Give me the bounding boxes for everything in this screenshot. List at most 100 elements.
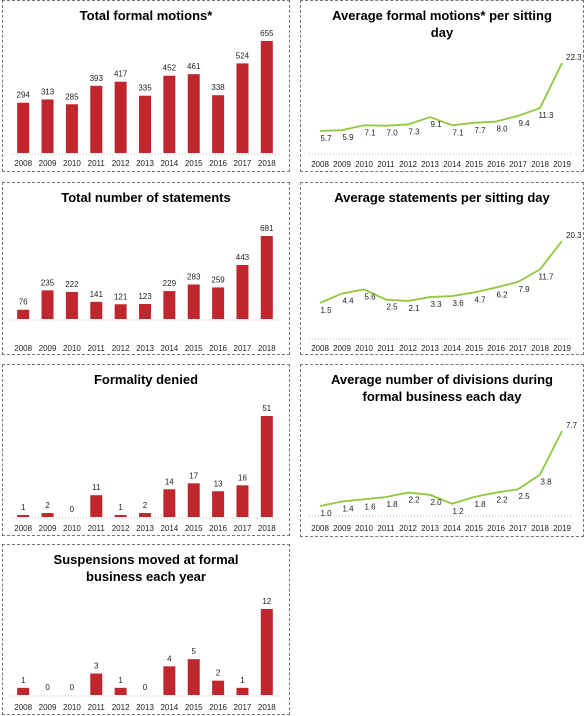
data-label: 4.4 [342,296,354,305]
x-tick-label: 2018 [258,159,276,168]
x-tick-label: 2014 [443,524,461,533]
data-label: 121 [114,292,128,301]
x-tick-label: 2009 [39,344,57,353]
data-label: 16 [238,473,247,482]
x-tick-label: 2009 [39,524,57,533]
x-tick-label: 2015 [465,344,483,353]
x-tick-label: 2017 [234,159,252,168]
x-tick-label: 2008 [14,344,32,353]
data-label: 655 [260,29,274,38]
data-label: 7.3 [408,127,420,136]
x-tick-label: 2016 [209,524,227,533]
bar [139,95,151,153]
data-label: 443 [236,253,250,262]
data-label: 5 [192,647,197,656]
data-label: 17 [189,471,198,480]
x-tick-label: 2015 [185,524,203,533]
x-tick-label: 2014 [443,344,461,353]
x-tick-label: 2018 [258,703,276,712]
chart-panel: 2008 2009 2010 2011 2012 2013 2014 2015 2016 2017… [300,0,584,172]
data-label: 5.7 [320,134,332,143]
bar [260,609,273,695]
data-label: 1 [118,676,123,685]
x-tick-label: 2013 [136,524,154,533]
bar [139,513,151,517]
data-label: 12 [262,597,271,606]
data-label: 417 [114,70,128,79]
bar [212,287,225,319]
bar [139,304,151,319]
x-tick-label: 2008 [14,159,32,168]
x-tick-label: 2012 [399,524,417,533]
chart-panel: 2008 2009 2010 2011 2012 2013 2014 2015 2016 2017… [2,0,290,172]
x-tick-label: 2016 [487,160,505,169]
data-label: 1 [118,503,123,512]
x-tick-label: 2008 [311,344,329,353]
data-label: 2.2 [408,496,420,505]
x-tick-label: 2008 [14,703,32,712]
data-label: 259 [211,275,225,284]
chart-title: Total number of statements [61,190,231,205]
line [319,430,563,507]
data-label: 7.9 [518,285,530,294]
data-label: 1.5 [320,306,332,315]
bar [90,495,103,517]
x-tick-label: 2011 [88,159,106,168]
bar [114,81,127,153]
data-label: 51 [262,404,271,413]
chart-panel: 2008 2009 2010 2011 2012 2013 2014 2015 2016 2017… [300,364,584,537]
data-label: 2 [143,501,148,510]
x-tick-label: 2017 [234,344,252,353]
data-label: 3.8 [540,478,552,487]
data-label: 222 [65,280,79,289]
data-label: 1.6 [364,502,376,511]
data-label: 235 [41,278,55,287]
data-label: 681 [260,224,274,233]
data-label: 313 [41,87,55,96]
data-label: 0 [143,683,148,692]
data-label: 4.7 [474,295,486,304]
bar [65,291,78,319]
data-label: 13 [214,479,223,488]
data-label: 141 [90,290,104,299]
data-label: 335 [138,84,152,93]
bar [212,680,225,695]
data-label: 7.7 [474,126,486,135]
data-label: 3.6 [452,299,464,308]
data-label: 229 [163,279,177,288]
data-label: 7.0 [386,129,398,138]
x-tick-label: 2016 [209,344,227,353]
data-label: 14 [165,477,174,486]
data-label: 0 [70,683,75,692]
x-tick-label: 2009 [333,344,351,353]
x-tick-label: 2011 [88,524,106,533]
x-tick-label: 2010 [355,524,373,533]
data-label: 11 [92,483,101,492]
bar [17,102,30,153]
x-tick-label: 2014 [160,344,178,353]
chart-title: Formality denied [93,372,199,387]
data-label: 22.3 [566,53,582,62]
data-label: 1 [21,503,26,512]
bar [163,291,176,319]
data-label: 285 [65,92,79,101]
data-label: 4 [167,654,172,663]
x-tick-label: 2018 [531,344,549,353]
x-tick-label: 2015 [185,703,203,712]
data-label: 0 [70,505,75,514]
bar [17,309,30,319]
x-tick-label: 2012 [399,344,417,353]
x-tick-label: 2008 [311,160,329,169]
bar [163,489,176,517]
x-tick-label: 2018 [258,524,276,533]
x-tick-label: 2010 [63,524,81,533]
x-tick-label: 2015 [185,159,203,168]
bar [236,485,249,517]
x-tick-label: 2013 [421,344,439,353]
x-tick-label: 2014 [443,160,461,169]
bar [187,74,200,153]
x-tick-label: 2016 [487,344,505,353]
x-tick-label: 2008 [311,524,329,533]
data-label: 7.1 [364,128,376,137]
chart-title: Average statements per sitting day [334,190,550,205]
